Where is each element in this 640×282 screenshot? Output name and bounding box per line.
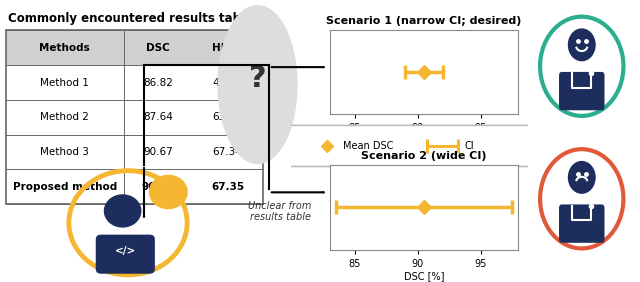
- Text: Method 2: Method 2: [40, 112, 90, 122]
- Title: Scenario 2 (wide CI): Scenario 2 (wide CI): [361, 151, 487, 161]
- Text: 87.64: 87.64: [143, 112, 173, 122]
- Text: Proposed method: Proposed method: [13, 182, 117, 192]
- Text: Unclear from
results table: Unclear from results table: [248, 201, 312, 222]
- Text: 86.82: 86.82: [143, 78, 173, 88]
- Text: DSC: DSC: [146, 43, 170, 53]
- Text: Methods: Methods: [40, 43, 90, 53]
- FancyBboxPatch shape: [289, 125, 531, 166]
- Text: 43.22: 43.22: [212, 78, 243, 88]
- Circle shape: [150, 175, 187, 209]
- Circle shape: [104, 195, 141, 227]
- Text: 90.70: 90.70: [141, 182, 175, 192]
- Circle shape: [218, 6, 297, 164]
- Text: ?: ?: [249, 65, 266, 93]
- Text: 63.68: 63.68: [212, 112, 243, 122]
- Title: Scenario 1 (narrow CI; desired): Scenario 1 (narrow CI; desired): [326, 16, 522, 26]
- Text: Method 1: Method 1: [40, 78, 90, 88]
- Text: Method 3: Method 3: [40, 147, 90, 157]
- Text: </>: </>: [115, 246, 136, 256]
- FancyBboxPatch shape: [96, 235, 155, 274]
- FancyBboxPatch shape: [559, 204, 605, 243]
- Bar: [6, 30, 263, 204]
- X-axis label: DSC [%]: DSC [%]: [404, 136, 444, 146]
- Text: HD95: HD95: [212, 43, 243, 53]
- Text: 67.35: 67.35: [211, 182, 244, 192]
- Circle shape: [568, 162, 595, 193]
- FancyBboxPatch shape: [559, 72, 605, 110]
- Text: CI: CI: [464, 141, 474, 151]
- X-axis label: DSC [%]: DSC [%]: [404, 271, 444, 281]
- Circle shape: [568, 29, 595, 61]
- Text: Commonly encountered results tables: Commonly encountered results tables: [8, 12, 260, 25]
- Text: 67.34: 67.34: [212, 147, 243, 157]
- Text: Mean DSC: Mean DSC: [343, 141, 394, 151]
- Bar: [6, 30, 263, 65]
- Text: 90.67: 90.67: [143, 147, 173, 157]
